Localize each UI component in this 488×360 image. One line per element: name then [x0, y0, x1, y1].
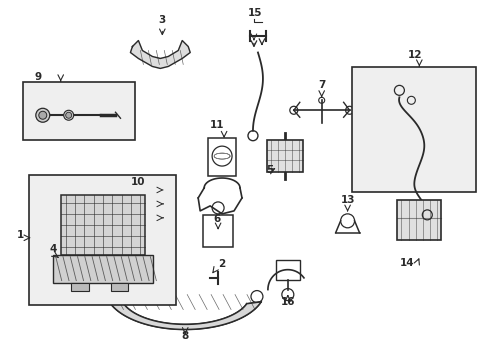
Text: 12: 12	[407, 50, 421, 60]
Bar	[53, 255, 153, 283]
Bar	[29, 175, 176, 305]
Bar	[266, 140, 302, 172]
Polygon shape	[130, 41, 190, 68]
Bar	[275, 260, 299, 280]
Text: 6: 6	[213, 214, 220, 224]
Text: 11: 11	[210, 120, 224, 130]
Text: 3: 3	[159, 15, 165, 24]
Circle shape	[39, 111, 47, 119]
Text: 5: 5	[265, 165, 273, 175]
Bar	[110, 283, 128, 291]
Bar	[23, 82, 135, 140]
Text: 13: 13	[340, 195, 354, 205]
Circle shape	[36, 108, 50, 122]
Circle shape	[63, 110, 74, 120]
Text: 1: 1	[17, 230, 24, 240]
Bar	[208, 138, 236, 176]
Bar	[351, 67, 475, 192]
Polygon shape	[109, 302, 261, 329]
Text: 14: 14	[399, 258, 414, 268]
Bar	[203, 215, 233, 247]
Bar	[397, 200, 440, 240]
Text: 15: 15	[247, 8, 262, 18]
Text: 10: 10	[130, 177, 144, 187]
Text: 4: 4	[49, 244, 56, 254]
Text: 2: 2	[218, 259, 225, 269]
Text: 9: 9	[34, 72, 41, 82]
Circle shape	[65, 112, 72, 118]
Text: 16: 16	[280, 297, 294, 306]
Text: 7: 7	[317, 80, 325, 90]
Text: 8: 8	[181, 332, 188, 341]
Bar	[61, 195, 145, 255]
Bar	[71, 283, 88, 291]
